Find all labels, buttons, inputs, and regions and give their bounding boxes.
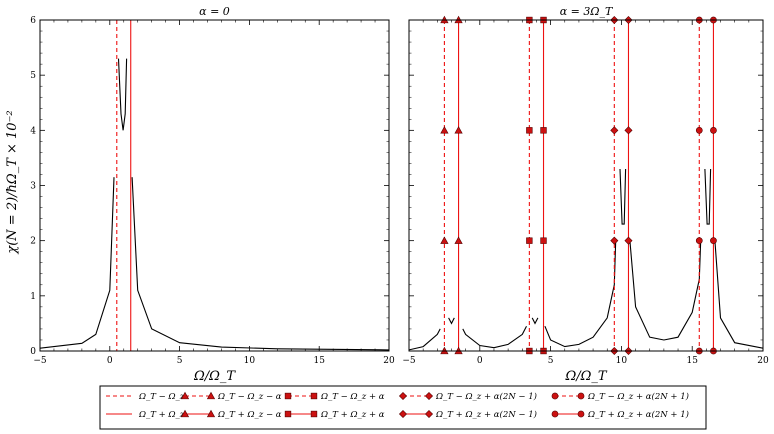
legend-marker-8-b <box>577 392 585 400</box>
legend-label-5: Ω_T + Ω_z + α <box>320 410 385 420</box>
panel-title: α = 0 <box>199 5 230 18</box>
x-tick-label-4: 15 <box>686 356 698 366</box>
reference-line-3-marker-1 <box>540 237 547 244</box>
x-tick-label-0: −5 <box>33 356 47 366</box>
x-tick-label-1: 0 <box>107 356 113 366</box>
legend-marker-7-a <box>398 409 408 419</box>
legend-label-9: Ω_T + Ω_z + α(2N + 1) <box>587 409 689 420</box>
x-tick-label-1: 0 <box>477 356 483 366</box>
x-tick-label-5: 20 <box>757 356 769 366</box>
legend-marker-6-a <box>398 391 408 401</box>
response-curve-0 <box>409 328 441 351</box>
y-tick-label-5: 5 <box>30 71 36 81</box>
response-curve-8 <box>714 240 763 349</box>
y-tick-label-3: 3 <box>30 182 36 192</box>
y-tick-label-0: 0 <box>30 347 36 357</box>
legend-label-0: Ω_T − Ω_z <box>138 392 185 402</box>
x-axis-label: Ω/Ω_T <box>564 369 607 384</box>
legend-marker-5-a <box>284 410 292 418</box>
response-curve-1 <box>117 58 128 131</box>
y-tick-label-2: 2 <box>30 237 36 247</box>
right-panel: −5 0 5 10 15 20 α = 3Ω_T Ω/Ω_T <box>402 5 769 384</box>
response-curve-5 <box>619 168 627 225</box>
y-tick-label-4: 4 <box>30 126 36 136</box>
x-tick-label-5: 20 <box>383 356 395 366</box>
plot-area <box>40 20 389 351</box>
legend-label-7: Ω_T + Ω_z + α(2N − 1) <box>435 409 537 420</box>
response-curve-1 <box>448 317 455 325</box>
response-curve-3 <box>531 317 539 325</box>
x-tick-label-2: 5 <box>177 356 183 366</box>
reference-line-2-marker-1 <box>526 237 533 244</box>
legend-label-4: Ω_T − Ω_z + α <box>320 392 385 402</box>
legend-marker-4-a <box>284 392 292 400</box>
legend: Ω_T − Ω_z Ω_T + Ω_z Ω_T − Ω_z − α Ω_T + Ω_z… <box>99 385 707 430</box>
legend-marker-3-a <box>180 409 190 418</box>
legend-marker-2-a <box>180 391 190 400</box>
legend-marker-8-a <box>551 392 559 400</box>
reference-line-1-marker-2 <box>454 126 463 134</box>
legend-label-1: Ω_T + Ω_z <box>138 410 185 420</box>
reference-line-7-marker-1 <box>710 237 717 245</box>
plot-frame <box>39 19 390 352</box>
x-tick-label-0: −5 <box>402 356 416 366</box>
reference-line-5-marker-2 <box>624 126 633 135</box>
x-tick-label-2: 5 <box>548 356 554 366</box>
reference-line-6-marker-1 <box>695 237 703 245</box>
y-axis-label: χ(N = 2)/ħΩ_T × 10⁻² <box>5 110 20 254</box>
legend-label-2: Ω_T − Ω_z − α <box>217 392 282 402</box>
x-tick-label-3: 10 <box>244 356 256 366</box>
reference-line-4-marker-1 <box>610 236 619 245</box>
legend-marker-2-b <box>206 391 216 400</box>
response-curve-0 <box>40 177 115 349</box>
reference-line-0-marker-1 <box>440 236 449 244</box>
legend-marker-7-b <box>424 409 434 419</box>
response-curve-2 <box>462 325 527 349</box>
legend-marker-9-b <box>577 410 585 418</box>
legend-label-8: Ω_T − Ω_z + α(2N + 1) <box>587 391 689 402</box>
legend-label-3: Ω_T + Ω_z − α <box>217 410 282 420</box>
reference-line-1-marker-1 <box>454 236 463 244</box>
reference-line-6-marker-2 <box>695 126 703 134</box>
reference-line-2-marker-2 <box>526 127 533 134</box>
response-curve-7 <box>704 168 712 225</box>
reference-line-0-marker-2 <box>440 126 449 134</box>
x-tick-label-4: 15 <box>313 356 325 366</box>
y-tick-label-1: 1 <box>30 292 36 302</box>
x-tick-label-3: 10 <box>616 356 628 366</box>
plot-area <box>409 20 763 351</box>
legend-marker-9-a <box>551 410 559 418</box>
reference-line-3-marker-2 <box>540 127 547 134</box>
reference-line-7-marker-2 <box>710 126 717 134</box>
response-curve-2 <box>131 177 389 351</box>
panel-title: α = 3Ω_T <box>560 5 614 18</box>
response-curve-6 <box>629 240 702 341</box>
response-curve-4 <box>544 240 617 348</box>
reference-line-5-marker-1 <box>624 236 633 245</box>
y-tick-label-6: 6 <box>30 16 36 26</box>
legend-marker-6-b <box>424 391 434 401</box>
legend-marker-3-b <box>206 409 216 418</box>
legend-marker-4-b <box>310 392 318 400</box>
x-axis-label: Ω/Ω_T <box>193 369 236 384</box>
legend-marker-5-b <box>310 410 318 418</box>
legend-label-6: Ω_T − Ω_z + α(2N − 1) <box>435 391 537 402</box>
reference-line-4-marker-2 <box>610 126 619 135</box>
